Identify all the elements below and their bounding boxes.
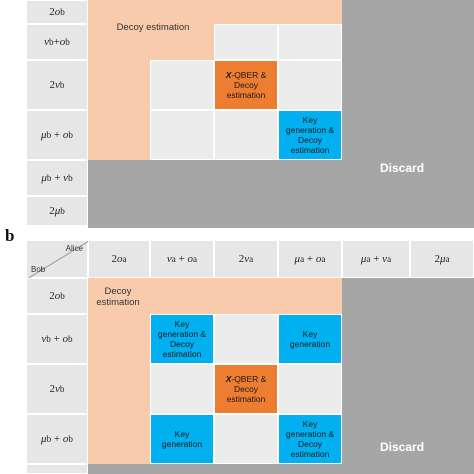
bottom-grid-cell — [214, 414, 278, 464]
bottom-keygen-decoy-box-2: Key generation & Decoy estimation — [278, 414, 342, 464]
top-discard-right — [342, 0, 474, 228]
top-grid-cell — [214, 110, 278, 160]
top-discard-label: Discard — [380, 161, 425, 175]
top-grid-cell — [214, 24, 278, 60]
top-decoy-label: Decoy estimation — [116, 22, 190, 33]
top-grid-cell — [278, 60, 342, 110]
bottom-discard-bottom — [88, 464, 342, 474]
top-grid-cell — [150, 60, 214, 110]
bottom-grid-cell — [214, 314, 278, 364]
top-decoy-region-left — [88, 24, 150, 160]
corner-diagonal-icon — [27, 241, 89, 279]
bottom-grid-cell — [278, 364, 342, 414]
top-row-header-vb-ob: ν b + o b — [26, 24, 88, 60]
top-keygen-decoy-box: Key generation & Decoy estimation — [278, 110, 342, 160]
bottom-decoy-region-left — [88, 314, 150, 464]
bottom-keygen-label-2: Key generation — [161, 429, 203, 449]
bottom-xqber-box: X-QBER & Decoy estimation — [214, 364, 278, 414]
bottom-keygen-decoy-label-2: Key generation & Decoy estimation — [285, 419, 335, 459]
bottom-grid-cell — [150, 364, 214, 414]
corner-header: Alice Bob — [26, 240, 89, 279]
bottom-row-header-next — [26, 464, 88, 474]
top-xqber-box: X-QBER & Decoy estimation — [214, 60, 278, 110]
top-xqber-label: X-QBER & Decoy estimation — [225, 70, 267, 100]
top-decoy-region-step — [150, 24, 214, 60]
bottom-keygen-label-1: Key generation — [289, 329, 331, 349]
top-keygen-decoy-label: Key generation & Decoy estimation — [285, 115, 335, 155]
bob-label: Bob — [31, 265, 46, 274]
bottom-discard-label: Discard — [380, 440, 425, 454]
bottom-keygen-decoy-box-1: Key generation & Decoy estimation — [150, 314, 214, 364]
top-grid-cell — [150, 110, 214, 160]
bottom-keygen-decoy-label-1: Key generation & Decoy estimation — [157, 319, 207, 359]
bottom-discard-right — [342, 278, 474, 474]
panel-letter-b: b — [5, 226, 15, 245]
alice-label: Alice — [65, 244, 83, 253]
bottom-keygen-box-1: Key generation — [278, 314, 342, 364]
bottom-xqber-label: X-QBER & Decoy estimation — [225, 374, 267, 404]
top-discard-bottom — [88, 160, 342, 228]
bottom-decoy-label: Decoy estimation — [96, 286, 140, 308]
top-grid-cell — [278, 24, 342, 60]
bottom-keygen-box-2: Key generation — [150, 414, 214, 464]
bottom-decoy-region-top — [88, 278, 342, 314]
top-decoy-region-top — [88, 0, 342, 24]
